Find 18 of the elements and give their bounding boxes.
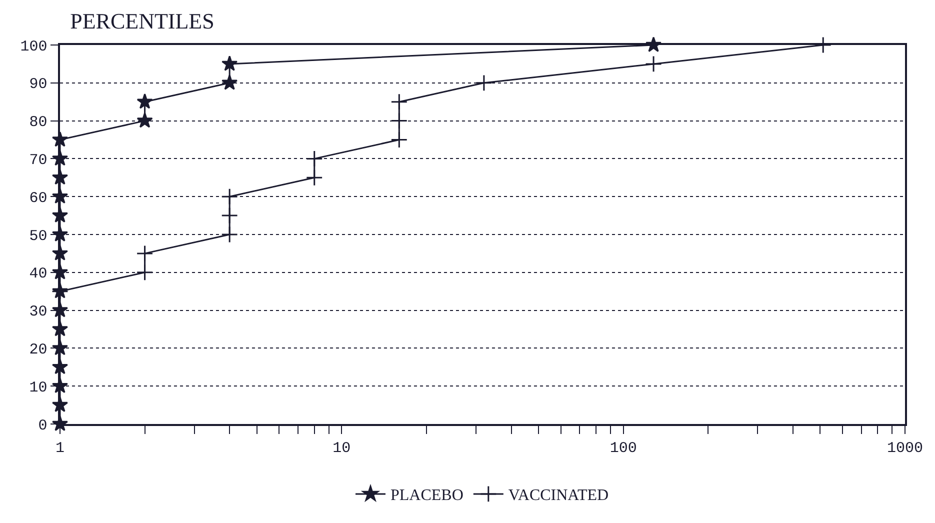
y-tick-label: 50: [29, 228, 48, 245]
y-tick-label: 70: [29, 152, 48, 169]
y-tick-label: 100: [20, 38, 48, 56]
y-tick-label: 0: [38, 417, 48, 434]
x-tick-label: 1000: [886, 440, 924, 457]
y-tick-label: 20: [29, 341, 48, 358]
x-tick-label: 100: [610, 440, 637, 457]
y-tick-label: 60: [29, 190, 48, 207]
x-tick-label: 1: [55, 440, 65, 457]
y-tick-label: 30: [29, 304, 48, 321]
y-tick-label: 10: [29, 379, 48, 396]
y-tick-label: 80: [29, 114, 48, 132]
legend-label: VACCINATED: [508, 487, 609, 504]
legend-label: PLACEBO: [390, 487, 464, 504]
y-tick-label: 90: [29, 76, 48, 94]
y-tick-label: 40: [29, 266, 48, 283]
x-tick-label: 10: [332, 440, 351, 457]
chart-title: PERCENTILES: [70, 8, 214, 34]
